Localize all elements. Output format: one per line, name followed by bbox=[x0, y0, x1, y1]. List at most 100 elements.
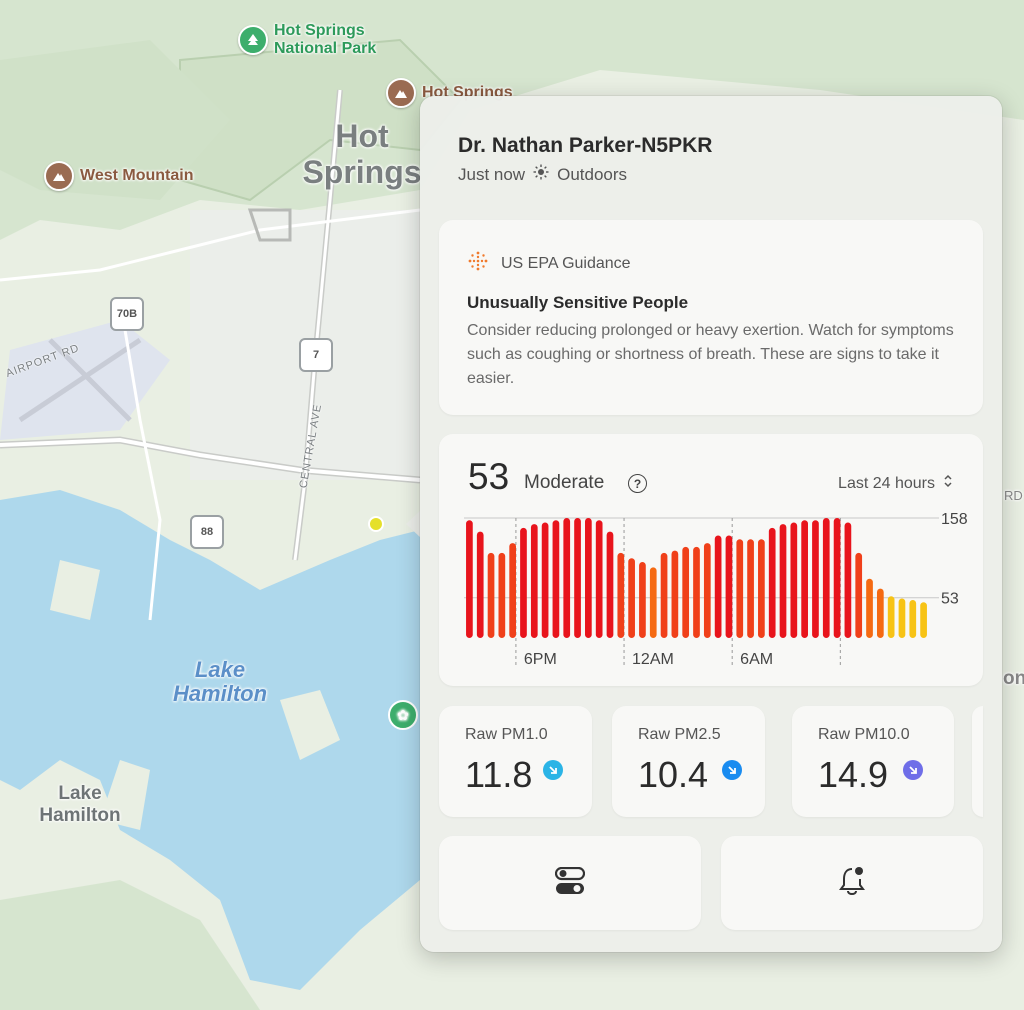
chart-bar bbox=[844, 522, 852, 638]
map-edge-label: on bbox=[1003, 668, 1024, 689]
trend-down-icon bbox=[543, 760, 563, 780]
metric-value: 10.4 bbox=[638, 754, 709, 795]
guidance-card: US EPA Guidance Unusually Sensitive Peop… bbox=[439, 220, 983, 415]
chart-bar bbox=[509, 543, 517, 638]
chart-bar bbox=[682, 546, 690, 638]
chevron-up-down-icon bbox=[943, 474, 953, 493]
chart-bar bbox=[541, 522, 549, 638]
chart-bar bbox=[671, 550, 679, 638]
chart-bar bbox=[758, 539, 765, 638]
epa-logo-icon bbox=[467, 250, 489, 277]
popover-arrow bbox=[406, 510, 421, 538]
aqi-history-chart[interactable]: 158 53 6PM 12AM 6AM bbox=[459, 508, 979, 678]
guidance-heading: Unusually Sensitive People bbox=[467, 293, 689, 312]
chart-bar bbox=[833, 518, 841, 638]
trend-down-icon bbox=[903, 760, 923, 780]
chart-bar bbox=[736, 539, 744, 638]
x-tick-label: 6PM bbox=[524, 651, 557, 668]
aqi-category: Moderate bbox=[524, 472, 605, 493]
guidance-source: US EPA Guidance bbox=[501, 254, 631, 272]
x-tick-label: 6AM bbox=[740, 651, 773, 668]
chart-bar bbox=[639, 562, 646, 638]
time-range-label: Last 24 hours bbox=[838, 474, 935, 492]
chart-bar bbox=[574, 518, 581, 638]
park-icon[interactable]: ✿ bbox=[388, 700, 418, 730]
chart-bar bbox=[703, 543, 711, 638]
chart-bar bbox=[876, 588, 884, 638]
x-tick-label: 12AM bbox=[632, 651, 674, 668]
y-tick-label: 158 bbox=[941, 511, 968, 528]
help-icon[interactable]: ? bbox=[628, 474, 647, 493]
chart-bar bbox=[747, 539, 754, 638]
settings-toggle-button[interactable] bbox=[439, 836, 701, 930]
metric-label: Raw PM2.5 bbox=[638, 726, 721, 743]
metric-card-partial[interactable] bbox=[972, 706, 983, 817]
alerts-button[interactable] bbox=[721, 836, 983, 930]
chart-bar bbox=[606, 531, 614, 638]
poi-label-line2: National Park bbox=[274, 40, 377, 57]
town-label: Lake Hamilton bbox=[39, 783, 121, 826]
city-label: Hot Springs bbox=[302, 118, 422, 190]
chart-bar bbox=[466, 520, 473, 638]
chart-bar bbox=[855, 552, 863, 638]
chart-bar bbox=[649, 567, 657, 638]
sensor-popover: Dr. Nathan Parker-N5PKR Just now Outdoor… bbox=[420, 96, 1002, 952]
chart-bar bbox=[909, 600, 917, 638]
chart-bar bbox=[725, 535, 733, 638]
lake-label: Lake Hamilton bbox=[172, 657, 268, 706]
poi-label-line1: Hot Springs bbox=[274, 22, 365, 39]
metric-pm25[interactable]: Raw PM2.5 10.4 bbox=[612, 706, 765, 817]
mountain-icon bbox=[386, 78, 416, 108]
updated-time: Just now bbox=[458, 164, 526, 184]
chart-bar bbox=[530, 524, 538, 638]
chart-bar bbox=[779, 524, 787, 638]
tree-icon bbox=[238, 25, 268, 55]
y-tick-label: 53 bbox=[941, 591, 959, 608]
chart-bar bbox=[693, 546, 700, 638]
chart-bar bbox=[866, 578, 873, 638]
chart-bar bbox=[552, 520, 560, 638]
toggles-icon bbox=[554, 866, 586, 900]
metric-label: Raw PM1.0 bbox=[465, 726, 548, 743]
chart-bar bbox=[585, 518, 592, 638]
route-shield: 88 bbox=[190, 515, 224, 549]
chart-bar bbox=[498, 552, 506, 638]
metric-label: Raw PM10.0 bbox=[818, 726, 910, 743]
metric-value: 14.9 bbox=[818, 754, 889, 795]
route-shield: 70B bbox=[110, 297, 144, 331]
chart-bar bbox=[790, 522, 798, 638]
chart-bar bbox=[898, 598, 906, 638]
time-range-select[interactable]: Last 24 hours bbox=[838, 474, 953, 493]
chart-bar bbox=[714, 535, 722, 638]
poi-west-mountain[interactable]: West Mountain bbox=[44, 161, 193, 191]
metric-pm10[interactable]: Raw PM10.0 14.9 bbox=[792, 706, 954, 817]
chart-bar bbox=[887, 596, 895, 638]
chart-bar bbox=[617, 552, 625, 638]
chart-bar bbox=[812, 520, 819, 638]
sun-icon bbox=[533, 164, 549, 185]
chart-bar bbox=[920, 602, 927, 638]
poi-hot-springs-national-park[interactable]: Hot Springs National Park bbox=[238, 22, 376, 58]
map-edge-label: RD bbox=[1004, 488, 1023, 503]
poi-label: West Mountain bbox=[80, 167, 194, 184]
aqi-card: 53 Moderate ? Last 24 hours 158 53 6PM 12AM… bbox=[439, 434, 983, 686]
mountain-icon bbox=[44, 161, 74, 191]
guidance-header: US EPA Guidance bbox=[467, 250, 631, 277]
metric-value: 11.8 bbox=[465, 754, 533, 795]
chart-bar bbox=[487, 552, 495, 638]
chart-bar bbox=[476, 531, 484, 638]
chart-bar bbox=[660, 552, 668, 638]
chart-bar bbox=[563, 518, 571, 638]
chart-bar bbox=[520, 527, 527, 638]
trend-down-icon bbox=[722, 760, 742, 780]
chart-bar bbox=[801, 520, 808, 638]
sensor-title: Dr. Nathan Parker-N5PKR bbox=[458, 134, 713, 157]
bell-icon bbox=[837, 865, 867, 902]
metric-pm1[interactable]: Raw PM1.0 11.8 bbox=[439, 706, 592, 817]
aqi-value: 53 bbox=[468, 456, 510, 497]
chart-bar bbox=[768, 527, 776, 638]
chart-bar bbox=[822, 518, 830, 638]
route-shield: 7 bbox=[299, 338, 333, 372]
location-type: Outdoors bbox=[557, 164, 628, 184]
chart-bar bbox=[628, 558, 635, 638]
